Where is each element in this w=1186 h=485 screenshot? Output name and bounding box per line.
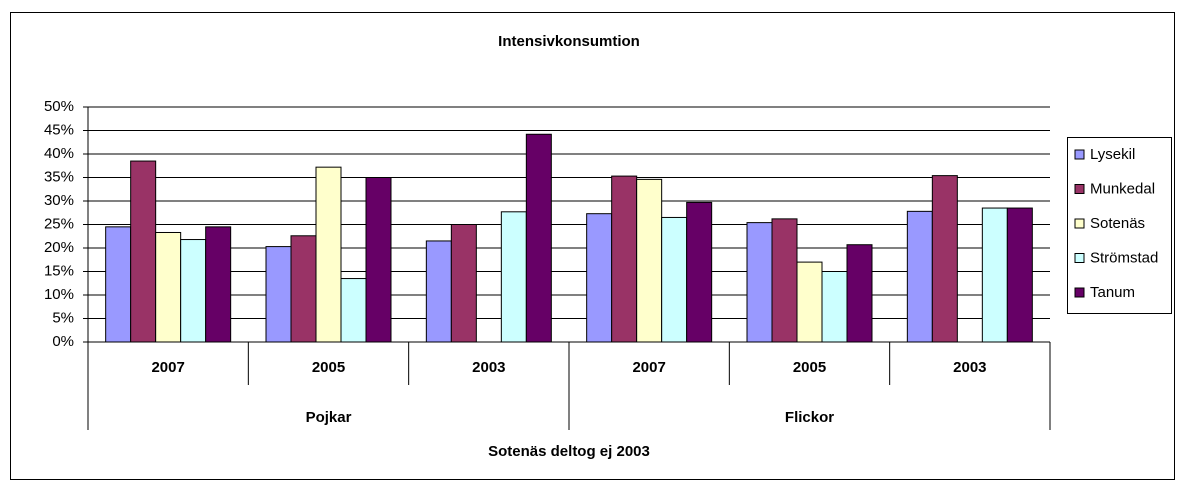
bar xyxy=(155,231,182,343)
bar xyxy=(746,222,773,343)
x-tick-label: 2007 xyxy=(151,359,184,376)
bar xyxy=(500,211,527,343)
legend-label: Strömstad xyxy=(1090,249,1158,266)
y-tick-label: 50% xyxy=(44,98,74,115)
legend-marker xyxy=(1074,287,1085,298)
x-tick-label: 2005 xyxy=(793,359,826,376)
y-tick-label: 40% xyxy=(44,145,74,162)
legend-label: Lysekil xyxy=(1090,146,1135,163)
bar xyxy=(821,271,848,343)
y-tick-label: 5% xyxy=(52,309,74,326)
legend-marker xyxy=(1074,253,1085,263)
bar xyxy=(130,160,157,343)
bar xyxy=(365,177,392,343)
legend-label: Munkedal xyxy=(1090,180,1155,197)
y-tick-label: 25% xyxy=(44,215,74,232)
bar xyxy=(636,178,663,343)
legend-label: Tanum xyxy=(1090,284,1135,301)
y-tick-label: 30% xyxy=(44,192,74,209)
bar xyxy=(906,210,933,343)
y-tick-label: 15% xyxy=(44,262,74,279)
bar xyxy=(686,201,713,343)
x-tick-label: 2003 xyxy=(472,359,505,376)
bar xyxy=(796,261,823,343)
x-tick-label: 2007 xyxy=(632,359,665,376)
bar xyxy=(180,239,207,343)
legend-marker xyxy=(1074,184,1085,194)
bar xyxy=(611,175,638,343)
y-tick-label: 35% xyxy=(44,168,74,185)
x-axis-title: Sotenäs deltog ej 2003 xyxy=(488,443,650,460)
legend-marker xyxy=(1074,149,1085,160)
bar xyxy=(931,175,958,343)
group-label: Pojkar xyxy=(306,409,352,426)
bar xyxy=(981,207,1008,343)
bar xyxy=(586,213,613,343)
group-label: Flickor xyxy=(785,409,834,426)
bar xyxy=(340,278,367,343)
bar xyxy=(290,235,317,343)
chart-title: Intensivkonsumtion xyxy=(498,33,640,50)
y-tick-label: 0% xyxy=(52,333,74,350)
bar xyxy=(846,244,873,343)
legend-marker xyxy=(1074,218,1085,229)
x-tick-label: 2003 xyxy=(953,359,986,376)
x-tick-label: 2005 xyxy=(312,359,345,376)
bar xyxy=(105,226,132,343)
bar xyxy=(450,224,477,343)
bar xyxy=(771,218,798,343)
y-tick-label: 45% xyxy=(44,121,74,138)
bar xyxy=(205,226,232,343)
y-tick-label: 10% xyxy=(44,286,74,303)
legend-label: Sotenäs xyxy=(1090,215,1145,232)
bar xyxy=(265,246,292,343)
bar xyxy=(661,216,688,343)
bar xyxy=(1006,207,1033,343)
bar xyxy=(315,166,342,343)
bar xyxy=(525,133,552,343)
legend-box xyxy=(1067,137,1172,314)
bar xyxy=(425,240,452,343)
y-tick-label: 20% xyxy=(44,239,74,256)
